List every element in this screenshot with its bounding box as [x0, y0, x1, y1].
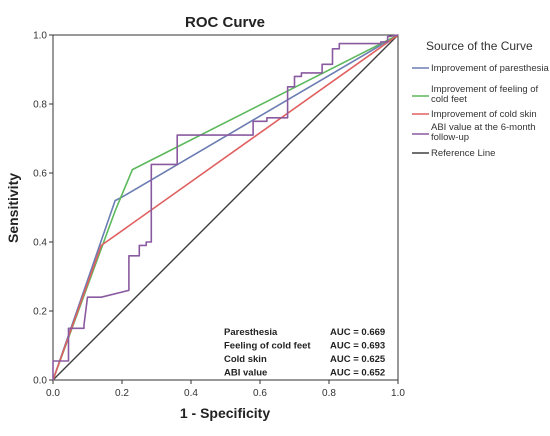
y-tick-label: 0.6	[33, 169, 47, 180]
x-tick-label: 0.0	[46, 388, 60, 399]
auc-table: Paresthesia AUC = 0.669 Feeling of cold fe…	[224, 327, 386, 379]
auc-row-label: Feeling of cold feet	[224, 341, 311, 352]
legend: Improvement of paresthesia Improvement of…	[412, 63, 549, 159]
x-tick-label: 0.2	[115, 388, 129, 399]
series-line-reference-line	[52, 34, 399, 381]
auc-row-label: Paresthesia	[224, 327, 278, 338]
legend-title: Source of the Curve	[426, 39, 533, 53]
auc-row-label: Cold skin	[224, 354, 267, 365]
legend-entry: Improvement of cold skin	[431, 109, 537, 120]
auc-row-value: AUC = 0.669	[330, 327, 385, 338]
y-tick-label: 0.8	[33, 100, 47, 111]
y-tick-label: 0.2	[33, 307, 47, 318]
series-line-abi-value-at-the-6-month-follow-up	[52, 34, 399, 380]
legend-entry: Improvement of feeling of cold feet	[431, 84, 539, 105]
auc-row-label: ABI value	[224, 368, 267, 379]
y-tick-label: 0.0	[33, 376, 47, 387]
y-tick-label: 0.4	[33, 238, 47, 249]
legend-entry: Reference Line	[431, 148, 495, 159]
auc-row-value: AUC = 0.693	[330, 341, 385, 352]
x-axis-label: 1 - Specificity	[180, 405, 270, 421]
y-axis-label: Sensitivity	[5, 173, 21, 243]
legend-entry: Improvement of paresthesia	[431, 63, 549, 74]
auc-row-value: AUC = 0.625	[330, 354, 386, 365]
series-line-improvement-of-paresthesia	[52, 34, 399, 381]
plot-area: 0.0 0.2 0.4 0.6 0.8 1.0 0.0 0.2 0.4 0.6 0.8 1.0	[33, 31, 405, 400]
chart-title: ROC Curve	[185, 14, 265, 31]
x-tick-label: 0.4	[184, 388, 198, 399]
auc-row-value: AUC = 0.652	[330, 368, 385, 379]
x-tick-label: 0.6	[253, 388, 267, 399]
legend-entry: ABI value at the 6-month follow-up	[431, 122, 536, 143]
y-tick-label: 1.0	[33, 31, 47, 42]
x-tick-label: 1.0	[391, 388, 405, 399]
x-tick-label: 0.8	[322, 388, 336, 399]
